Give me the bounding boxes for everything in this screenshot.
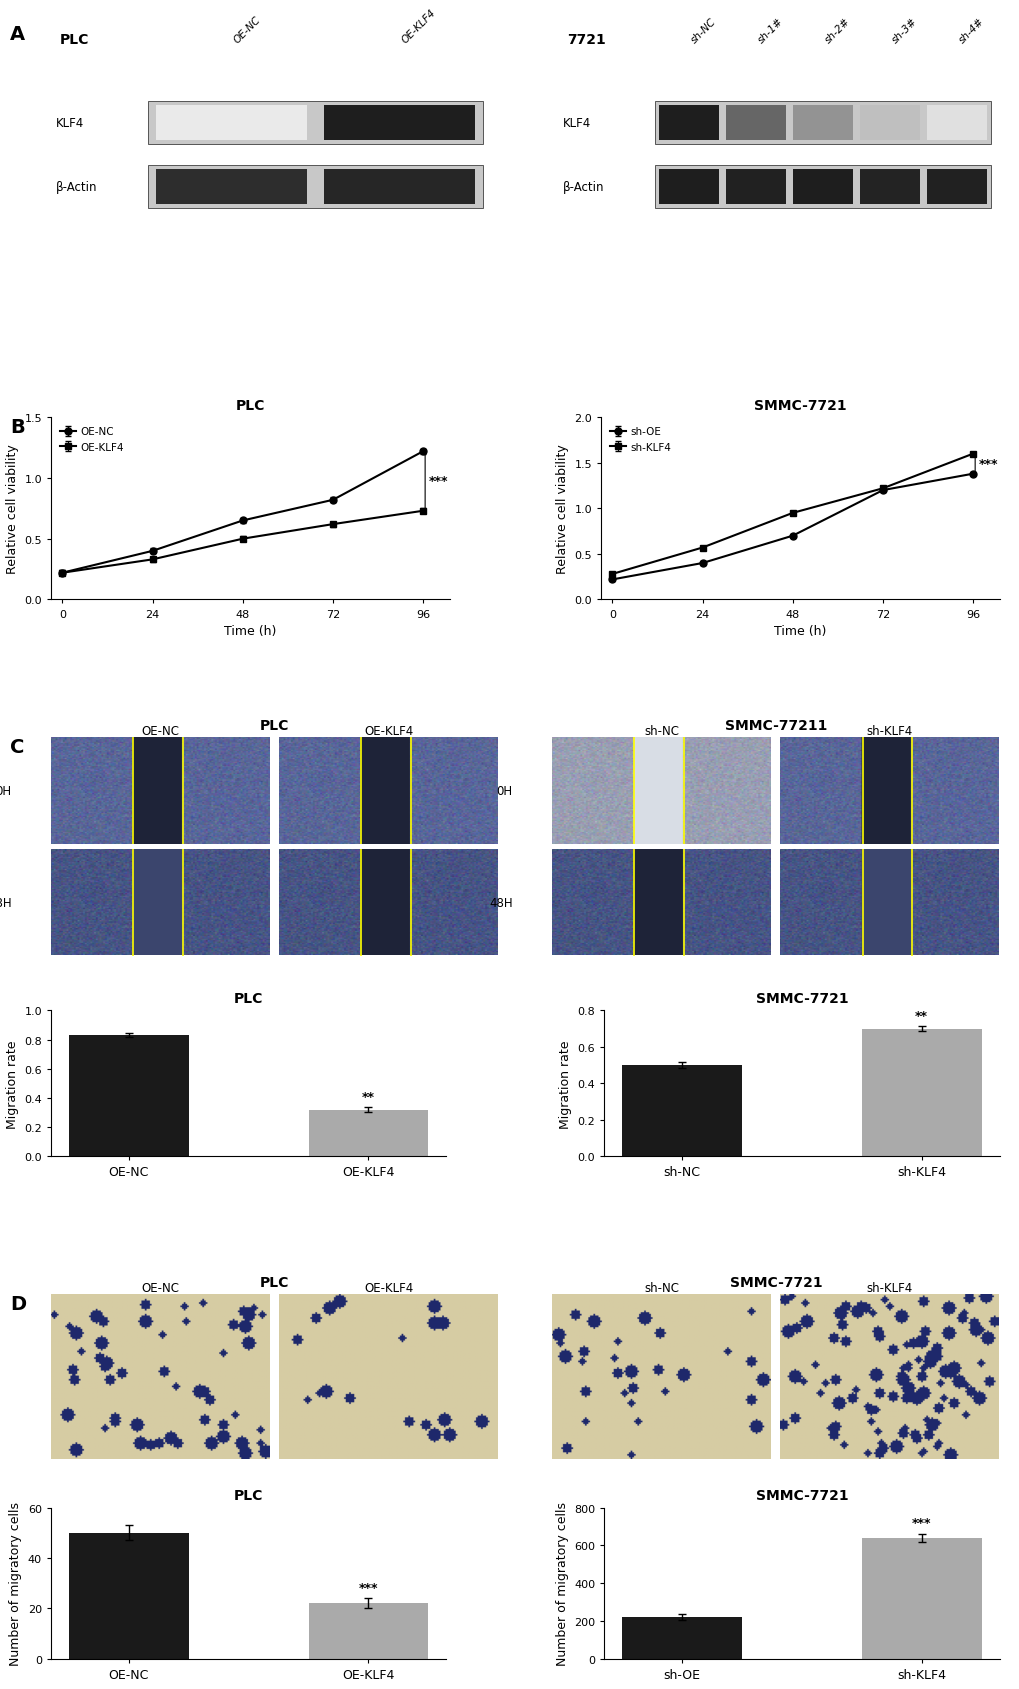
Legend: OE-NC, OE-KLF4: OE-NC, OE-KLF4 — [56, 422, 127, 456]
Title: sh-NC: sh-NC — [644, 725, 679, 738]
Title: PLC: PLC — [233, 991, 263, 1005]
X-axis label: Time (h): Time (h) — [224, 625, 276, 638]
Text: sh-4#: sh-4# — [956, 17, 985, 46]
Bar — [859, 171, 919, 204]
Bar — [156, 106, 307, 140]
Bar — [926, 106, 986, 140]
Title: OE-KLF4: OE-KLF4 — [364, 725, 413, 738]
Y-axis label: Migration rate: Migration rate — [6, 1039, 18, 1128]
Title: OE-KLF4: OE-KLF4 — [364, 1280, 413, 1294]
Bar — [926, 171, 986, 204]
Title: sh-NC: sh-NC — [644, 1280, 679, 1294]
Title: SMMC-7721: SMMC-7721 — [753, 399, 846, 412]
Bar — [308, 1603, 428, 1659]
Bar — [622, 1066, 742, 1157]
Title: SMMC-7721: SMMC-7721 — [755, 1488, 848, 1502]
Text: β-Actin: β-Actin — [55, 181, 97, 194]
Text: A: A — [10, 25, 25, 44]
Text: 0H: 0H — [0, 785, 11, 797]
Text: ***: *** — [978, 458, 998, 471]
Text: C: C — [10, 738, 24, 757]
Bar — [726, 106, 786, 140]
Bar — [148, 101, 483, 145]
Text: 0H: 0H — [496, 785, 513, 797]
Bar — [861, 1539, 980, 1659]
Title: PLC: PLC — [235, 399, 265, 412]
Text: ***: *** — [911, 1517, 930, 1530]
Bar — [861, 1029, 980, 1157]
Bar — [69, 1534, 189, 1659]
Text: ***: *** — [359, 1581, 378, 1594]
Bar — [658, 106, 718, 140]
Text: D: D — [10, 1294, 26, 1312]
Title: OE-NC: OE-NC — [142, 725, 179, 738]
Bar — [726, 171, 786, 204]
Text: PLC: PLC — [260, 1275, 289, 1289]
X-axis label: Time (h): Time (h) — [773, 625, 825, 638]
Text: OE-NC: OE-NC — [231, 15, 262, 46]
Bar — [655, 166, 989, 209]
Text: OE-KLF4: OE-KLF4 — [399, 8, 437, 46]
Text: SMMC-77211: SMMC-77211 — [723, 718, 826, 733]
Text: β-Actin: β-Actin — [562, 181, 603, 194]
Text: PLC: PLC — [60, 34, 89, 47]
Bar — [655, 101, 989, 145]
Bar — [324, 106, 475, 140]
Text: 7721: 7721 — [567, 34, 605, 47]
Bar — [308, 1110, 428, 1157]
Text: KLF4: KLF4 — [55, 117, 84, 130]
Text: PLC: PLC — [260, 718, 289, 733]
Text: 48H: 48H — [488, 897, 513, 909]
Bar — [622, 1616, 742, 1659]
Bar — [324, 171, 475, 204]
Text: SMMC-7721: SMMC-7721 — [729, 1275, 821, 1289]
Text: ***: *** — [428, 475, 448, 488]
Bar — [859, 106, 919, 140]
Y-axis label: Number of migratory cells: Number of migratory cells — [9, 1502, 22, 1665]
Text: B: B — [10, 417, 24, 437]
Title: sh-KLF4: sh-KLF4 — [866, 1280, 912, 1294]
Title: sh-KLF4: sh-KLF4 — [866, 725, 912, 738]
Title: OE-NC: OE-NC — [142, 1280, 179, 1294]
Bar — [156, 171, 307, 204]
Bar — [658, 171, 718, 204]
Text: **: ** — [362, 1089, 375, 1103]
Bar — [69, 1035, 189, 1157]
Text: sh-3#: sh-3# — [890, 17, 918, 46]
Title: PLC: PLC — [233, 1488, 263, 1502]
Bar — [792, 171, 853, 204]
Text: sh-NC: sh-NC — [688, 17, 717, 46]
Bar — [148, 166, 483, 209]
Legend: sh-OE, sh-KLF4: sh-OE, sh-KLF4 — [605, 422, 675, 456]
Title: SMMC-7721: SMMC-7721 — [755, 991, 848, 1005]
Y-axis label: Migration rate: Migration rate — [558, 1039, 572, 1128]
Y-axis label: Number of migratory cells: Number of migratory cells — [555, 1502, 568, 1665]
Text: sh-2#: sh-2# — [822, 17, 851, 46]
Y-axis label: Relative cell viability: Relative cell viability — [6, 444, 18, 574]
Bar — [792, 106, 853, 140]
Text: 48H: 48H — [0, 897, 11, 909]
Y-axis label: Relative cell viability: Relative cell viability — [555, 444, 569, 574]
Text: **: ** — [914, 1008, 927, 1022]
Text: sh-1#: sh-1# — [755, 17, 785, 46]
Text: KLF4: KLF4 — [562, 117, 590, 130]
